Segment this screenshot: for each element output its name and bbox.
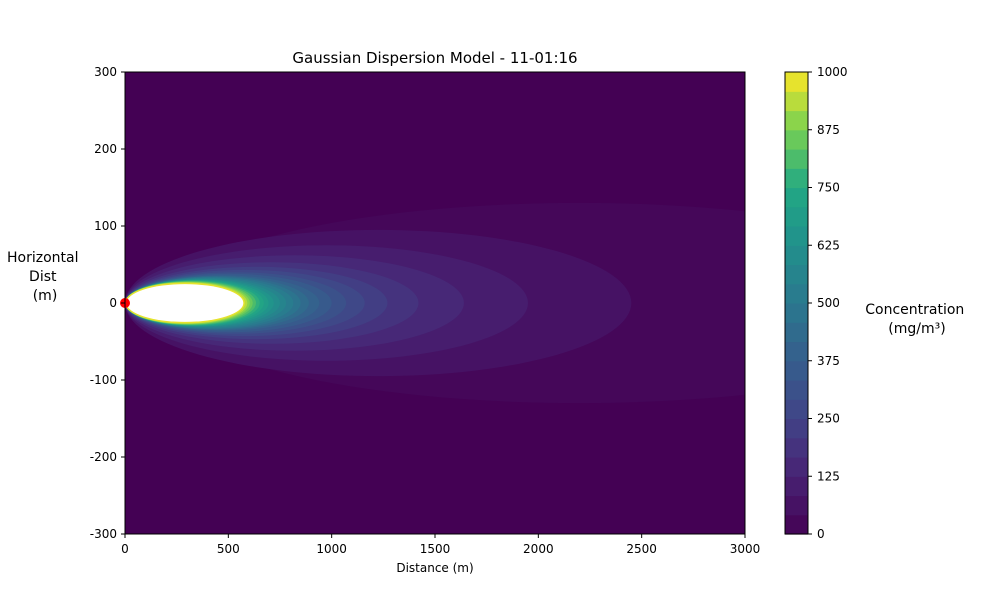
colorbar-tick-label: 125 bbox=[817, 469, 840, 483]
colorbar-tick-label: 750 bbox=[817, 181, 840, 195]
contour-layer bbox=[125, 202, 745, 404]
colorbar-segment bbox=[785, 380, 808, 400]
colorbar-segment bbox=[785, 168, 808, 189]
colorbar-segment bbox=[785, 514, 808, 535]
x-axis-label: Distance (m) bbox=[396, 561, 473, 575]
x-axis: 0 500 1000 1500 2000 2500 3000 bbox=[121, 534, 760, 556]
chart-title: Gaussian Dispersion Model - 11-01:16 bbox=[292, 49, 577, 67]
y-axis-label-line: (m) bbox=[33, 288, 58, 304]
colorbar-segment bbox=[785, 264, 808, 285]
y-tick-label: 300 bbox=[94, 65, 117, 79]
colorbar-segment bbox=[785, 495, 808, 516]
colorbar-segment bbox=[785, 322, 808, 343]
colorbar bbox=[785, 72, 808, 535]
colorbar-segment bbox=[785, 360, 808, 381]
y-axis-label: Horizontal Dist (m) bbox=[7, 250, 83, 304]
colorbar-segment bbox=[785, 226, 808, 246]
colorbar-segment bbox=[785, 341, 808, 362]
colorbar-segment bbox=[785, 245, 808, 266]
y-tick-label: 200 bbox=[94, 142, 117, 156]
y-tick-label: 0 bbox=[109, 296, 117, 310]
x-tick-label: 500 bbox=[217, 542, 240, 556]
colorbar-segment bbox=[785, 149, 808, 169]
colorbar-segment bbox=[785, 110, 808, 131]
colorbar-label-line: Concentration bbox=[865, 302, 964, 318]
colorbar-tick-label: 875 bbox=[817, 123, 840, 137]
colorbar-tick-label: 1000 bbox=[817, 65, 848, 79]
colorbar-segment bbox=[785, 283, 808, 304]
colorbar-tick-label: 0 bbox=[817, 527, 825, 541]
y-axis-label-line: Horizontal bbox=[7, 250, 78, 266]
colorbar-tick-label: 625 bbox=[817, 238, 840, 252]
x-tick-label: 2500 bbox=[626, 542, 657, 556]
colorbar-segment bbox=[785, 457, 808, 477]
y-tick-label: -300 bbox=[90, 527, 117, 541]
colorbar-segment bbox=[785, 129, 808, 150]
y-axis: 300 200 100 0 -100 -200 -300 bbox=[90, 65, 125, 541]
colorbar-tick-label: 500 bbox=[817, 296, 840, 310]
x-tick-label: 1500 bbox=[420, 542, 451, 556]
y-tick-label: 100 bbox=[94, 219, 117, 233]
x-tick-label: 3000 bbox=[730, 542, 761, 556]
x-tick-label: 1000 bbox=[316, 542, 347, 556]
colorbar-segment bbox=[785, 476, 808, 497]
colorbar-segment bbox=[785, 418, 808, 439]
colorbar-segment bbox=[785, 72, 808, 92]
colorbar-segment bbox=[785, 303, 808, 323]
colorbar-tick-label: 250 bbox=[817, 412, 840, 426]
colorbar-label: Concentration (mg/m³) bbox=[865, 302, 969, 337]
colorbar-label-line: (mg/m³) bbox=[888, 321, 945, 337]
y-tick-label: -200 bbox=[90, 450, 117, 464]
colorbar-tick-label: 375 bbox=[817, 354, 840, 368]
over-range-core bbox=[126, 284, 244, 322]
colorbar-segment bbox=[785, 187, 808, 208]
colorbar-segment bbox=[785, 206, 808, 227]
colorbar-segment bbox=[785, 437, 808, 458]
y-axis-label-line: Dist bbox=[29, 269, 57, 285]
x-tick-label: 2000 bbox=[523, 542, 554, 556]
colorbar-segment bbox=[785, 399, 808, 420]
colorbar-axis: 1000 875 750 625 500 375 250 125 0 bbox=[808, 65, 848, 541]
colorbar-segment bbox=[785, 91, 808, 112]
y-tick-label: -100 bbox=[90, 373, 117, 387]
x-tick-label: 0 bbox=[121, 542, 129, 556]
